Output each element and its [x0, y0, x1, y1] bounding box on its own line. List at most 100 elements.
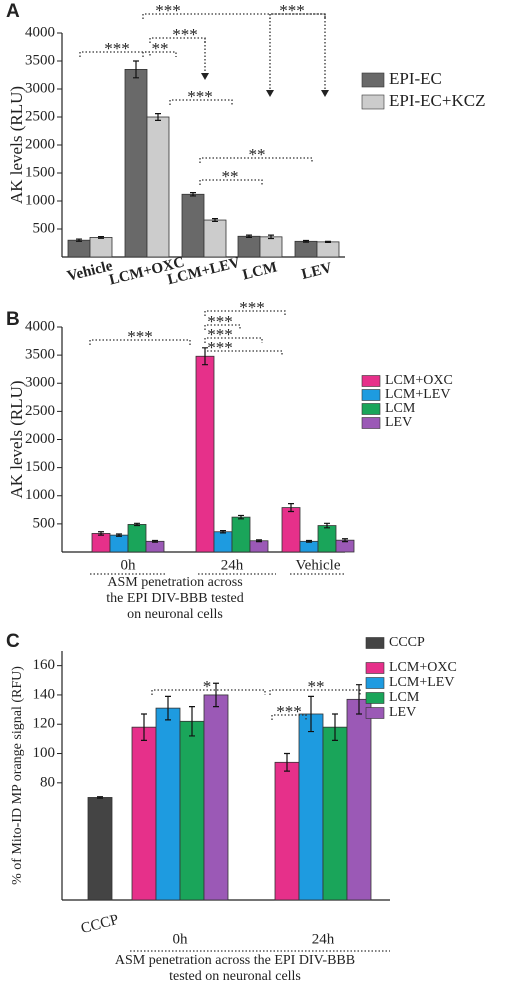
- bar: [203, 219, 227, 258]
- bar: [67, 239, 91, 258]
- error-bar: [155, 113, 161, 121]
- x-tick-label: LCM: [241, 259, 279, 283]
- y-tick-label: 2000: [25, 431, 55, 447]
- significance-bracket: [204, 350, 283, 356]
- error-bar: [98, 235, 104, 239]
- legend-label: LCM+OXC: [385, 373, 453, 388]
- bar: [259, 236, 283, 258]
- significance-bracket: [271, 714, 307, 720]
- error-bar: [97, 796, 103, 799]
- legend-swatch: [361, 417, 381, 429]
- legend-swatch: [361, 94, 385, 110]
- legend-swatch: [361, 403, 381, 415]
- significance-label: ***: [172, 25, 198, 44]
- legend-swatch: [365, 692, 385, 704]
- group-note: on neuronal cells: [127, 607, 223, 622]
- arrow-head: [201, 73, 209, 80]
- significance-label: ***: [279, 1, 305, 20]
- legend-label: EPI-EC+KCZ: [389, 91, 485, 110]
- legend-swatch: [361, 72, 385, 88]
- significance-bracket: [142, 51, 177, 57]
- error-bar: [342, 538, 348, 543]
- significance-bracket: [204, 337, 263, 343]
- error-bar: [76, 238, 82, 242]
- significance-label: ***: [276, 702, 302, 721]
- legend-label: LCM: [385, 401, 416, 416]
- legend-swatch: [361, 375, 381, 387]
- bar: [145, 540, 165, 553]
- error-bar: [189, 706, 195, 737]
- bar: [195, 355, 215, 553]
- bar: [231, 516, 251, 553]
- significance-bracket: [149, 37, 206, 43]
- arrow-head: [266, 90, 274, 97]
- error-bar: [152, 539, 158, 543]
- y-tick-label: 1000: [25, 487, 55, 503]
- error-bar: [246, 234, 252, 238]
- error-bar: [212, 218, 218, 223]
- error-bar: [213, 682, 219, 708]
- significance-bracket: [199, 157, 313, 163]
- y-axis-label: % of Mito-ID MP orange signal (RFU): [10, 666, 25, 885]
- significance-label: ***: [207, 325, 233, 344]
- y-tick-label: 1000: [25, 192, 55, 208]
- error-bar: [256, 539, 262, 543]
- y-tick-label: 4000: [25, 24, 55, 40]
- y-tick-label: 80: [40, 774, 55, 790]
- y-tick-label: 120: [33, 716, 56, 732]
- panel-label: C: [6, 631, 20, 652]
- significance-label: **: [308, 677, 325, 696]
- error-bar: [141, 713, 147, 741]
- bar: [213, 531, 233, 553]
- bar: [91, 533, 111, 553]
- legend-label: EPI-EC: [389, 69, 442, 88]
- error-bar: [116, 533, 122, 537]
- bar: [181, 193, 205, 258]
- x-tick-label: Vehicle: [296, 557, 341, 573]
- y-axis-label: AK levels (RLU): [7, 380, 26, 498]
- significance-label: ***: [104, 39, 130, 58]
- error-bar: [324, 522, 330, 529]
- x-tick-label: CCCP: [79, 912, 120, 937]
- bar: [203, 694, 229, 901]
- y-tick-label: 4000: [25, 318, 55, 334]
- error-bar: [288, 503, 294, 513]
- legend-swatch: [365, 637, 385, 649]
- bar: [124, 69, 148, 258]
- error-bar: [268, 234, 274, 240]
- legend-label: LEV: [389, 705, 416, 720]
- significance-label: **: [222, 167, 239, 186]
- significance-label: ***: [187, 87, 213, 106]
- y-tick-label: 1500: [25, 164, 55, 180]
- error-bar: [284, 752, 290, 772]
- bar: [317, 525, 337, 553]
- bar: [316, 241, 340, 258]
- bar: [179, 720, 205, 901]
- x-tick-label: 0h: [173, 931, 189, 947]
- significance-label: ***: [207, 312, 233, 331]
- bar: [237, 235, 261, 258]
- significance-bracket: [204, 310, 286, 316]
- group-note: the EPI DIV-BBB tested: [106, 591, 244, 606]
- significance-bracket: [269, 13, 326, 19]
- significance-label: ***: [127, 327, 153, 346]
- significance-label: *: [203, 677, 212, 696]
- y-tick-label: 160: [33, 657, 56, 673]
- y-tick-label: 2500: [25, 403, 55, 419]
- bar: [294, 240, 318, 258]
- x-tick-label: LEV: [300, 260, 334, 283]
- y-axis-label: AK levels (RLU): [7, 86, 26, 204]
- arrow-head: [321, 90, 329, 97]
- bar: [274, 761, 300, 901]
- bar: [131, 726, 157, 901]
- significance-bracket: [151, 689, 266, 695]
- y-tick-label: 140: [33, 686, 56, 702]
- y-tick-label: 500: [33, 515, 56, 531]
- legend-swatch: [365, 707, 385, 719]
- panel-label: A: [6, 1, 20, 22]
- error-bar: [303, 239, 309, 243]
- y-tick-label: 3500: [25, 347, 55, 363]
- significance-label: ***: [239, 298, 265, 317]
- legend-label: LCM+LEV: [389, 675, 454, 690]
